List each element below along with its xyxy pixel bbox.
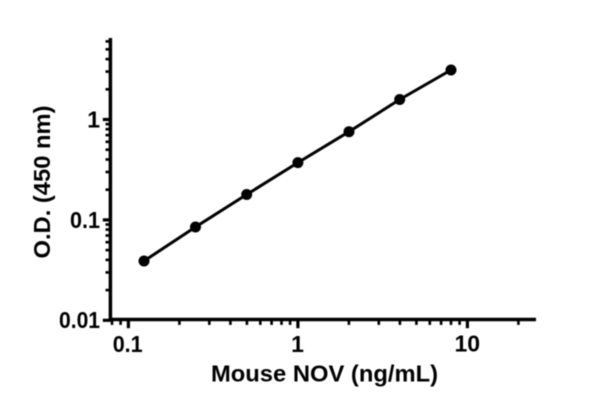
svg-text:1: 1 <box>291 331 304 357</box>
svg-text:1: 1 <box>87 106 100 132</box>
svg-text:10: 10 <box>455 331 481 357</box>
svg-text:0.1: 0.1 <box>70 207 100 233</box>
svg-text:0.1: 0.1 <box>113 331 143 357</box>
svg-text:Mouse NOV (ng/mL): Mouse NOV (ng/mL) <box>211 361 438 387</box>
svg-text:O.D. (450 nm): O.D. (450 nm) <box>29 106 55 259</box>
svg-text:0.01: 0.01 <box>59 307 100 333</box>
